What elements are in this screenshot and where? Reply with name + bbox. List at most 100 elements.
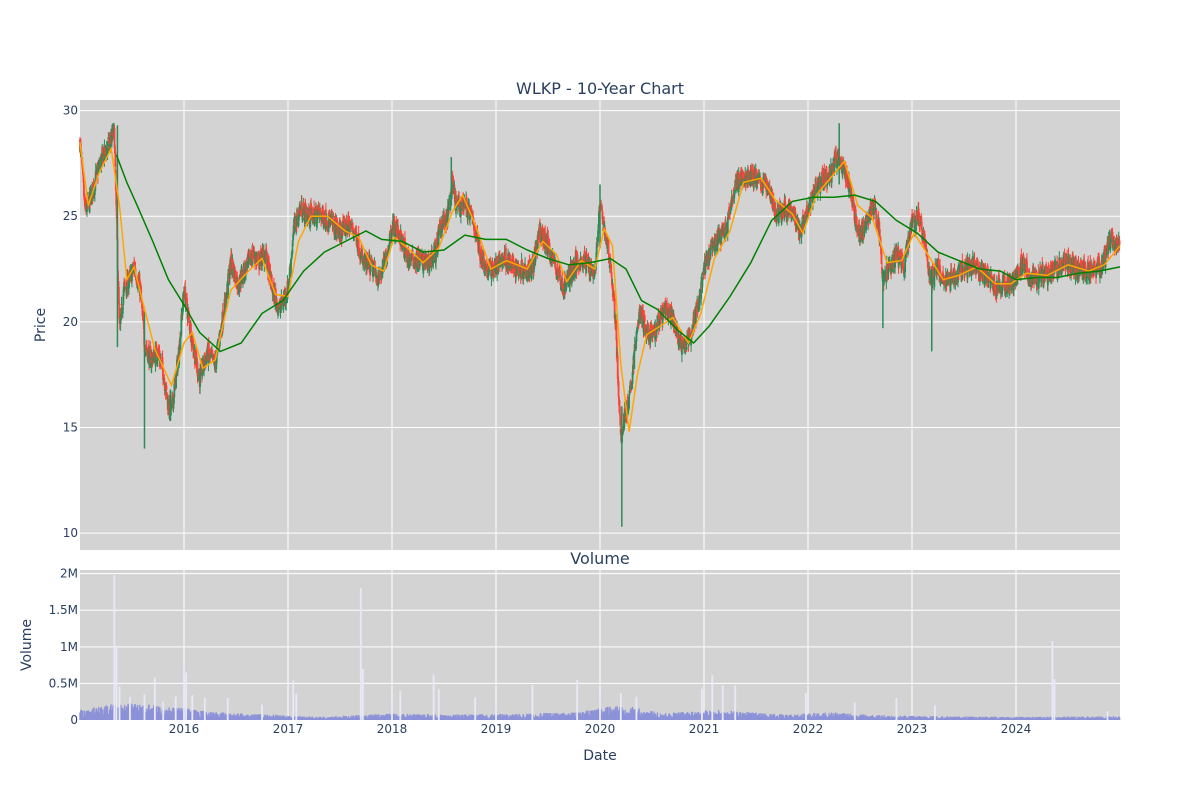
candle-body [256, 256, 259, 258]
candle-body [94, 170, 97, 184]
candle-body [235, 270, 237, 283]
candle-body [617, 381, 620, 398]
candle-body [925, 240, 927, 252]
candle-body [1012, 284, 1015, 291]
candle-body [435, 246, 437, 263]
candle-body [544, 231, 547, 242]
candle-body [122, 286, 125, 297]
candle-body [463, 207, 465, 211]
volume-subplot-title: Volume [570, 549, 630, 568]
candle-body [441, 228, 444, 233]
candle-body [290, 259, 292, 274]
candle-body [100, 157, 103, 168]
candle-body [194, 360, 197, 364]
candle-body [422, 253, 425, 262]
candle-body [517, 264, 520, 276]
candle-body [1050, 272, 1053, 279]
candle-body [161, 357, 164, 370]
candle-body [163, 382, 166, 392]
candle-body [355, 232, 358, 246]
candle-body [179, 336, 182, 350]
candle-body [632, 370, 634, 376]
candle-body [386, 251, 389, 258]
candle-body [903, 273, 906, 278]
candle-body [869, 209, 872, 221]
volume-bar [93, 707, 95, 720]
price-y-tick: 20 [63, 315, 78, 329]
candle-body [411, 252, 414, 260]
candle-body [955, 275, 958, 279]
candle-body [308, 206, 311, 223]
candle-body [225, 292, 228, 304]
candle-body [815, 180, 817, 194]
candle-body [130, 269, 133, 271]
candle-body [93, 181, 96, 195]
price-y-tick: 15 [63, 420, 78, 434]
candle-body [1020, 253, 1023, 259]
candle-body [939, 265, 941, 281]
candle-body [383, 259, 386, 270]
candle-body [926, 261, 929, 266]
candle-body [345, 219, 348, 230]
candle-body [917, 208, 920, 213]
candle-body [631, 371, 634, 384]
candle-body [121, 307, 124, 314]
candle-body [908, 240, 911, 242]
volume-bar [81, 710, 84, 720]
candle-body [186, 297, 188, 310]
candle-body [329, 217, 332, 226]
candle-body [311, 221, 314, 223]
candle-body [678, 336, 681, 338]
candle-body [451, 177, 454, 194]
candle-body [1080, 259, 1083, 268]
volume-bar [141, 706, 143, 720]
candle-body [752, 169, 755, 185]
candle-body [942, 272, 945, 283]
candle-body [400, 230, 402, 235]
candle-body [984, 265, 987, 276]
candle-body [83, 196, 86, 206]
candle-body [288, 279, 291, 283]
candle-body [501, 255, 504, 266]
candle-body [754, 170, 757, 183]
candle-body [230, 253, 233, 269]
candle-body [1118, 240, 1121, 245]
candle-body [101, 146, 104, 154]
candle-body [918, 212, 920, 219]
candle-body [993, 281, 996, 293]
candle-body [132, 268, 135, 273]
candle-body [131, 271, 133, 282]
candle-body [774, 202, 777, 218]
candle-body [199, 370, 202, 387]
candle-body [626, 396, 629, 404]
volume-bar [98, 706, 100, 720]
candle-body [175, 371, 177, 389]
candle-body [582, 263, 585, 268]
candle-body [269, 270, 272, 278]
candle-body [733, 193, 736, 199]
candle-body [391, 225, 394, 231]
candle-body [1057, 267, 1060, 276]
candle-body [1024, 260, 1027, 272]
candle-body [600, 203, 603, 205]
candle-body [662, 305, 665, 308]
price-gridlines [80, 100, 1120, 550]
candle-body [656, 321, 658, 332]
volume-bars [79, 575, 1121, 720]
candle-body [376, 275, 378, 279]
candle-body [332, 216, 335, 218]
candle-body [700, 282, 703, 299]
candle-body [875, 209, 878, 225]
candle-body [497, 256, 500, 267]
candle-body [231, 260, 234, 270]
volume-bar [127, 704, 130, 720]
candle-body [1001, 281, 1004, 291]
candle-body [437, 228, 440, 245]
candle-body [352, 227, 354, 232]
candle-body [1116, 239, 1119, 248]
candle-body [170, 404, 173, 410]
candle-body [228, 273, 231, 279]
candle-body [887, 263, 890, 273]
candle-body [619, 415, 622, 426]
